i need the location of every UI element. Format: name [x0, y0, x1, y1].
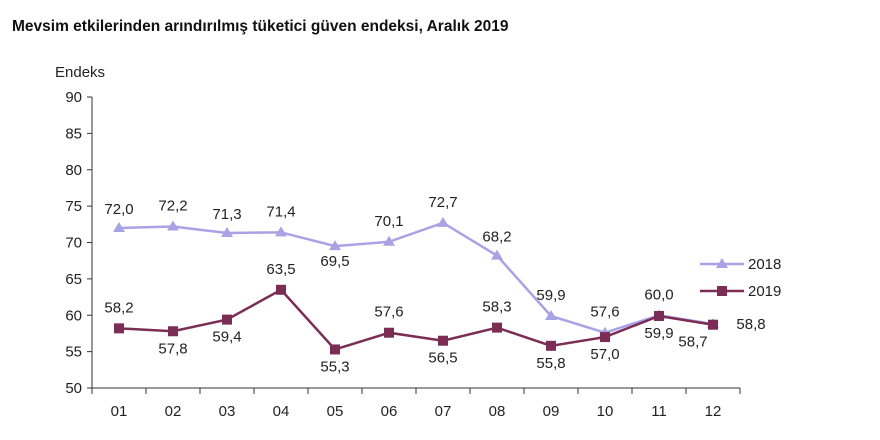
- data-label-2019: 58,3: [482, 299, 511, 316]
- data-point-2019: [276, 284, 286, 295]
- y-tick-label: 50: [65, 380, 82, 397]
- data-label-2018: 58,8: [736, 316, 765, 333]
- data-point-2019: [168, 326, 178, 337]
- y-tick-label: 65: [65, 271, 82, 288]
- data-label-2018: 59,9: [536, 287, 565, 304]
- data-point-2018: [167, 220, 179, 231]
- x-tick-label: 06: [381, 403, 398, 420]
- y-axis-label: Endeks: [55, 64, 105, 81]
- data-label-2018: 71,3: [212, 206, 241, 223]
- y-tick-label: 80: [65, 162, 82, 179]
- data-label-2019: 57,0: [590, 346, 619, 363]
- x-tick-label: 11: [651, 403, 667, 420]
- data-point-2019: [222, 314, 232, 325]
- x-tick-label: 09: [543, 403, 560, 420]
- x-tick-label: 03: [219, 403, 236, 420]
- x-tick-label: 05: [327, 403, 344, 420]
- series-line-2019: [118, 288, 714, 351]
- x-tick-label: 07: [435, 403, 452, 420]
- data-label-2019: 58,2: [104, 299, 133, 316]
- y-tick-label: 75: [65, 198, 82, 215]
- data-label-2018: 72,2: [158, 197, 187, 214]
- legend-marker-2018: [716, 258, 728, 268]
- data-label-2018: 71,4: [266, 203, 295, 220]
- data-point-2019: [438, 335, 448, 346]
- data-label-2019: 58,7: [678, 334, 707, 351]
- data-point-2019: [384, 327, 394, 338]
- data-label-2019: 57,6: [374, 304, 403, 321]
- data-point-2018: [329, 240, 341, 251]
- data-label-2019: 59,4: [212, 329, 241, 346]
- y-tick-label: 70: [65, 235, 82, 252]
- data-label-2019: 55,8: [536, 355, 565, 372]
- legend-marker-2019: [717, 286, 727, 296]
- data-label-2018: 69,5: [320, 253, 349, 270]
- y-tick-label: 55: [65, 344, 82, 361]
- x-tick-label: 10: [597, 403, 614, 420]
- data-point-2019: [114, 323, 124, 334]
- chart-title: Mevsim etkilerinden arındırılmış tüketic…: [12, 18, 509, 35]
- data-label-2019: 57,8: [158, 340, 187, 357]
- x-tick-label: 02: [165, 403, 182, 420]
- legend-label-2018: 2018: [748, 256, 781, 273]
- x-tick-label: 01: [111, 403, 128, 420]
- x-tick-label: 12: [705, 403, 722, 420]
- x-tick-label: 04: [273, 403, 290, 420]
- data-label-2019: 56,5: [428, 350, 457, 367]
- data-label-2019: 55,3: [320, 358, 349, 375]
- data-point-2019: [708, 319, 718, 330]
- x-tick-label: 08: [489, 403, 506, 420]
- y-tick-label: 90: [65, 89, 82, 106]
- data-point-2018: [221, 227, 233, 238]
- data-point-2018: [113, 221, 125, 232]
- data-point-2019: [546, 340, 556, 351]
- data-point-2018: [545, 309, 557, 320]
- data-label-2018: 72,0: [104, 201, 133, 218]
- data-label-2018: 68,2: [482, 229, 511, 246]
- data-point-2018: [437, 216, 449, 227]
- y-tick-label: 60: [65, 307, 82, 324]
- data-point-2018: [491, 249, 503, 260]
- data-label-2018: 70,1: [374, 213, 403, 230]
- data-label-2018: 72,7: [428, 194, 457, 211]
- data-label-2018: 60,0: [644, 286, 673, 303]
- data-point-2018: [275, 226, 287, 237]
- y-tick-label: 85: [65, 125, 82, 142]
- data-point-2018: [383, 235, 395, 246]
- data-label-2019: 63,5: [266, 261, 295, 278]
- data-point-2019: [492, 322, 502, 333]
- series-line-2018: [118, 221, 714, 335]
- data-point-2019: [654, 310, 664, 321]
- legend-label-2019: 2019: [748, 283, 781, 300]
- data-point-2019: [600, 332, 610, 343]
- data-label-2019: 59,9: [644, 325, 673, 342]
- data-point-2019: [330, 344, 340, 355]
- data-label-2018: 57,6: [590, 304, 619, 321]
